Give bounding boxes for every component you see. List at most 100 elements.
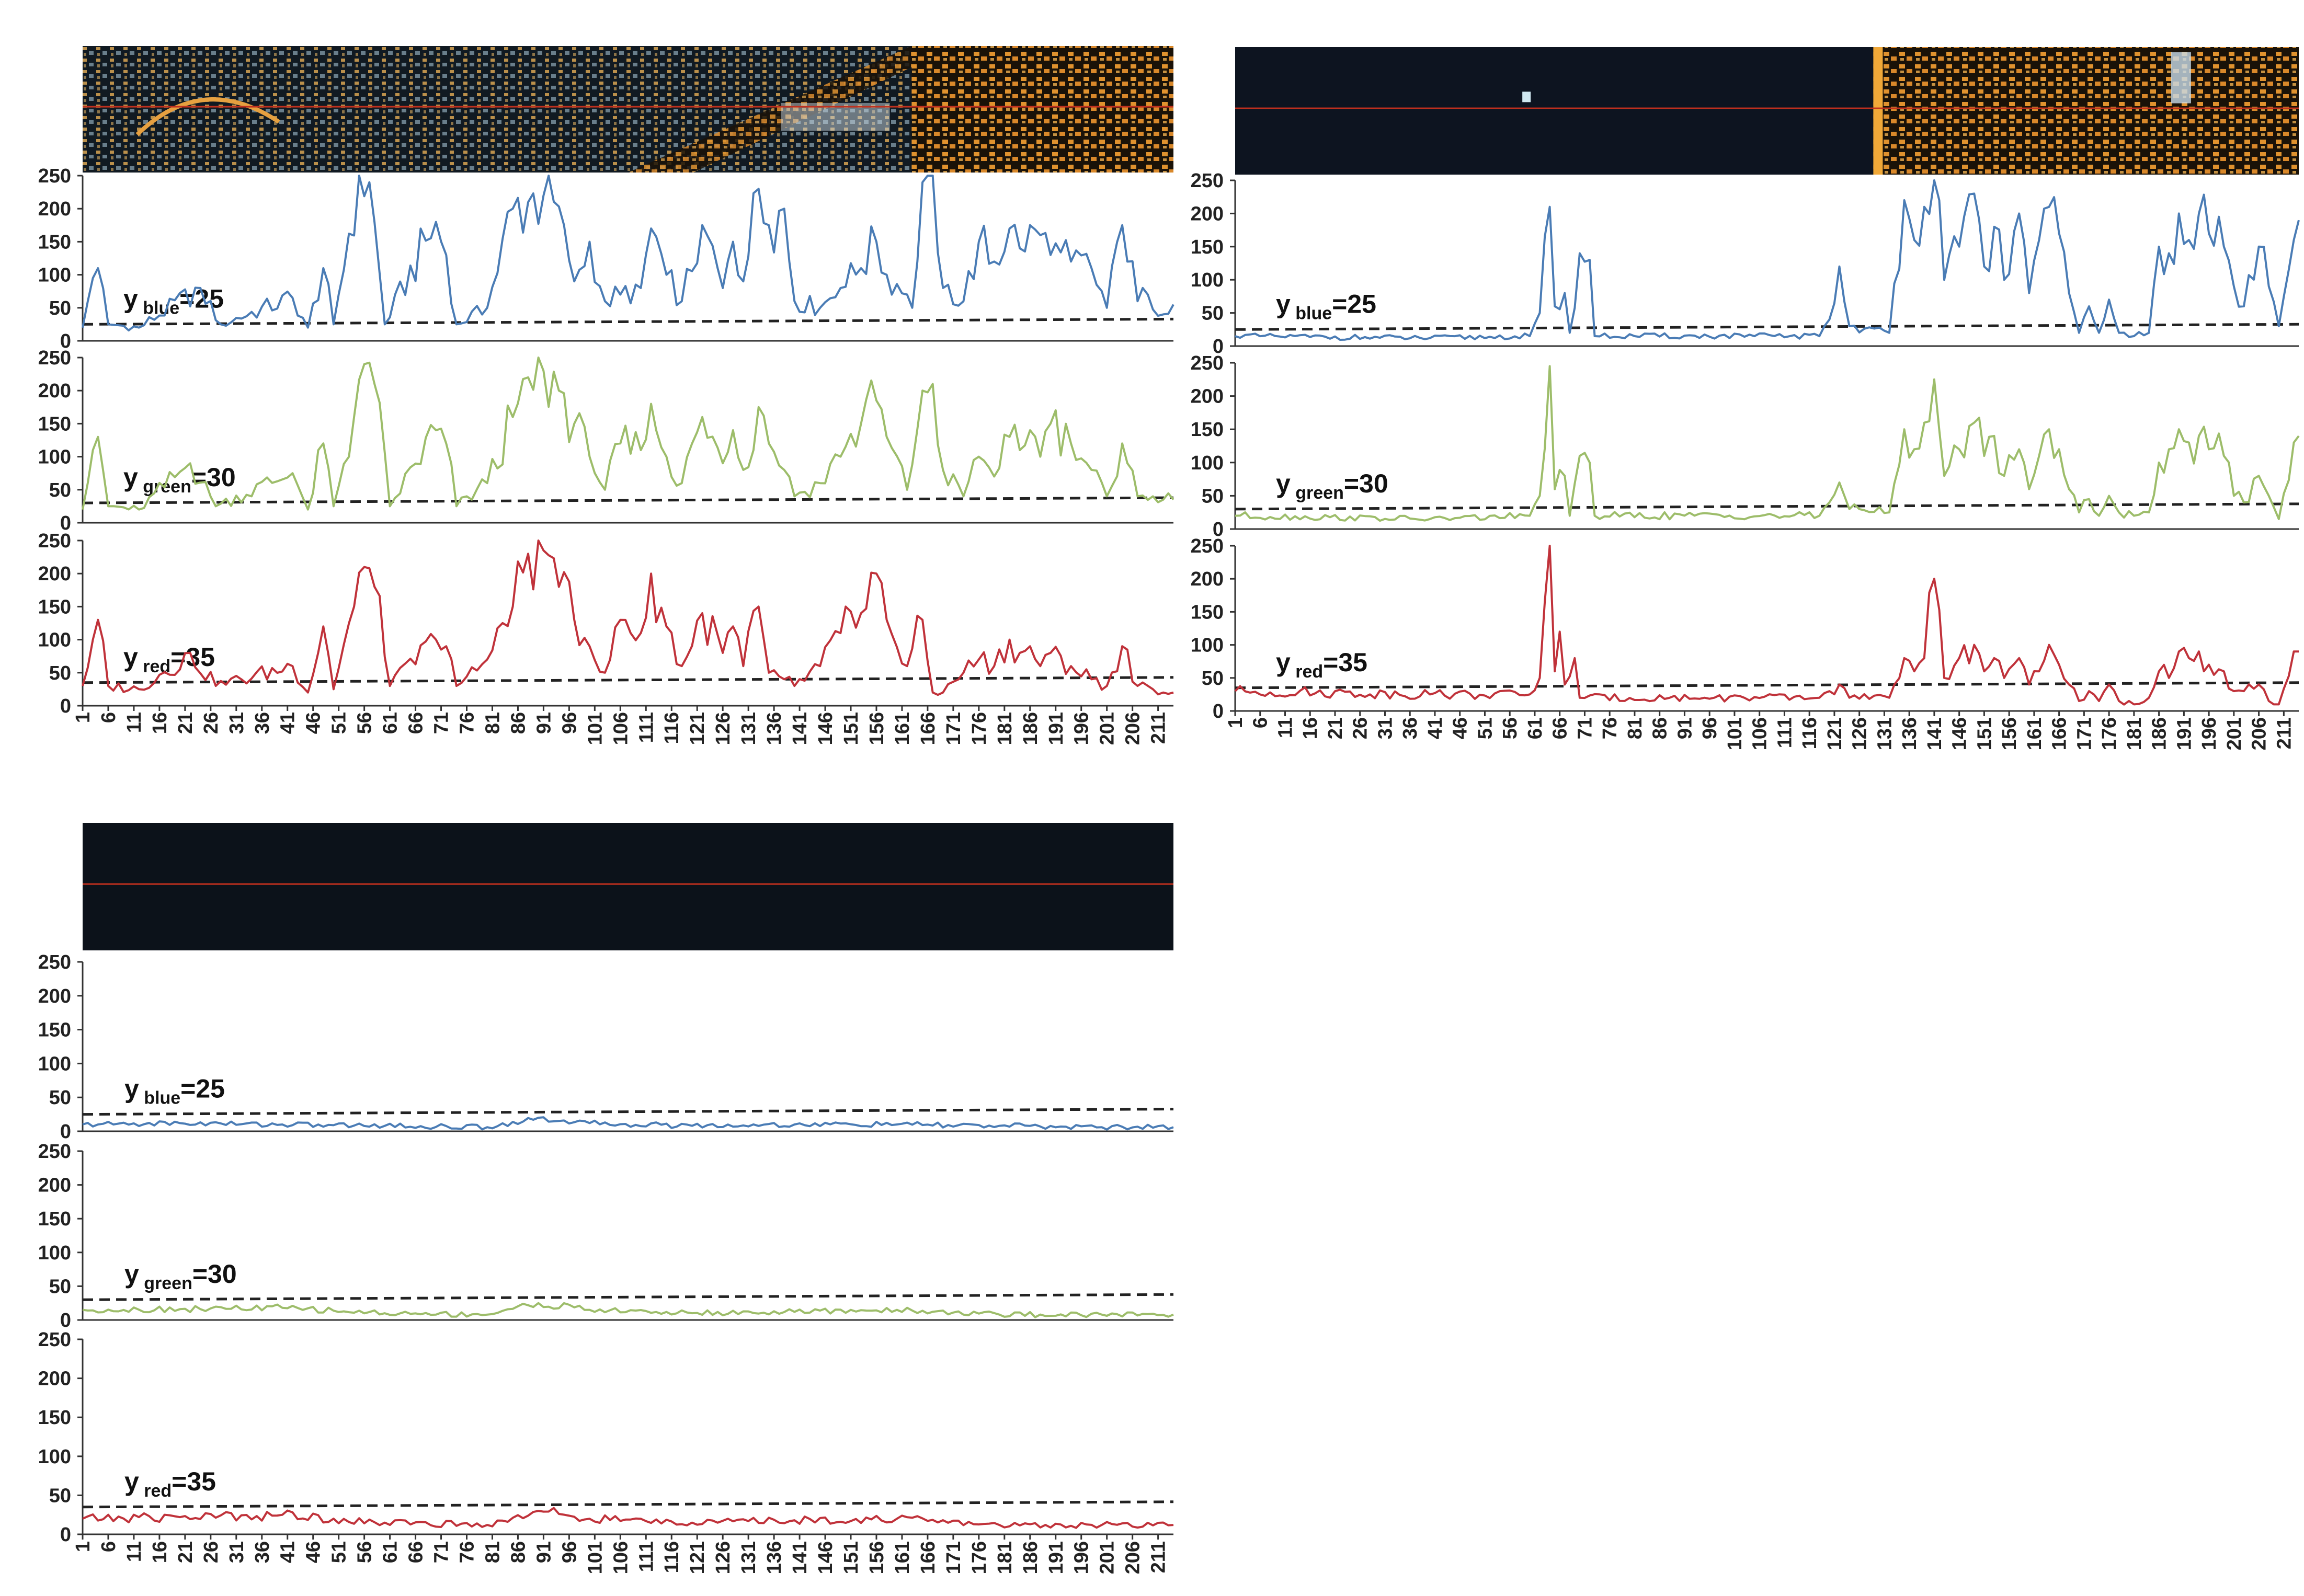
- x-tick-label: 66: [405, 712, 427, 734]
- x-tick-label: 136: [763, 1541, 785, 1574]
- x-tick-label: 1: [72, 712, 94, 723]
- x-tick-label: 76: [457, 1541, 478, 1563]
- x-tick-label: 156: [1999, 717, 2021, 750]
- x-tick-label: 156: [866, 712, 888, 745]
- x-tick-label: 171: [2073, 717, 2095, 750]
- series-line-green: [82, 1302, 1174, 1318]
- x-tick-label: 56: [354, 712, 376, 734]
- x-tick-label: 81: [482, 712, 504, 734]
- y-tick-label: 100: [38, 1242, 71, 1264]
- y-tick-label: 0: [60, 330, 71, 352]
- x-tick-label: 146: [815, 1541, 837, 1574]
- x-tick-label: 71: [1574, 717, 1596, 739]
- y-tick-label: 50: [49, 662, 71, 684]
- x-tick-label: 11: [1274, 717, 1296, 738]
- x-tick-label: 126: [712, 712, 734, 745]
- x-tick-label: 146: [815, 712, 837, 745]
- y-tick-label: 100: [1191, 452, 1224, 474]
- y-tick-label: 50: [49, 479, 71, 501]
- x-tick-label: 66: [405, 1541, 427, 1563]
- x-tick-label: 46: [303, 1541, 325, 1563]
- x-tick-label: 21: [175, 712, 197, 734]
- x-tick-label: 206: [2249, 717, 2271, 750]
- x-tick-label: 96: [1699, 717, 1721, 739]
- series-line-green: [82, 357, 1174, 511]
- x-tick-label: 161: [892, 1541, 914, 1574]
- series-line-blue: [1235, 179, 2300, 341]
- threshold-line: [1235, 323, 2299, 331]
- y-tick-label: 50: [1202, 485, 1224, 507]
- x-tick-label: 66: [1549, 717, 1571, 739]
- y-tick-label: 250: [38, 1141, 71, 1163]
- x-tick-label: 26: [1350, 717, 1372, 739]
- satellite-image-strip: [83, 823, 1173, 950]
- y-tick-label: 150: [38, 231, 71, 253]
- x-tick-label: 6: [98, 1541, 120, 1552]
- x-tick-label: 56: [1499, 717, 1521, 739]
- x-tick-label: 86: [507, 712, 529, 734]
- x-tick-label: 6: [98, 712, 120, 723]
- x-tick-label: 186: [1020, 712, 1042, 745]
- x-tick-label: 21: [1325, 717, 1347, 739]
- y-tick-label: 50: [1202, 668, 1224, 690]
- x-tick-label: 36: [252, 1541, 273, 1563]
- x-tick-label: 11: [123, 1541, 145, 1562]
- x-tick-label: 116: [1799, 717, 1821, 749]
- x-tick-label: 121: [1824, 717, 1846, 750]
- x-tick-label: 201: [2223, 717, 2245, 750]
- y-tick-label: 50: [49, 1087, 71, 1109]
- y-tick-label: 150: [1191, 419, 1224, 441]
- x-tick-label: 151: [840, 712, 862, 745]
- y-tick-label: 200: [38, 1175, 71, 1197]
- x-tick-label: 26: [200, 712, 222, 734]
- x-tick-label: 176: [968, 712, 990, 745]
- series-line-red: [82, 1507, 1174, 1529]
- x-tick-label: 1: [72, 1541, 94, 1552]
- y-tick-label: 0: [1213, 701, 1224, 722]
- x-tick-label: 131: [1874, 717, 1896, 750]
- y-tick-label: 250: [1191, 170, 1224, 192]
- x-tick-label: 111: [635, 1541, 657, 1572]
- y-tick-label: 150: [38, 413, 71, 435]
- threshold-label: y green=30: [1276, 469, 1388, 503]
- x-tick-label: 21: [175, 1541, 197, 1563]
- x-tick-label: 191: [1045, 1541, 1067, 1574]
- x-tick-label: 211: [1148, 1541, 1170, 1573]
- x-tick-label: 126: [712, 1541, 734, 1574]
- x-tick-label: 146: [1949, 717, 1971, 750]
- series-line-green: [1235, 365, 2300, 522]
- x-tick-label: 126: [1849, 717, 1871, 750]
- x-tick-label: 191: [2173, 717, 2195, 750]
- series-green: 0 50 100 150 200 250 y green=30: [38, 1141, 1174, 1331]
- x-tick-label: 26: [200, 1541, 222, 1563]
- series-line-red: [1234, 545, 2299, 706]
- x-tick-label: 136: [1899, 717, 1921, 750]
- x-tick-label: 61: [1524, 717, 1546, 739]
- x-tick-label: 101: [1724, 717, 1746, 750]
- x-tick-label: 46: [1450, 717, 1472, 739]
- x-tick-label: 81: [482, 1541, 504, 1563]
- x-tick-label: 116: [661, 1541, 683, 1573]
- threshold-line: [82, 496, 1174, 504]
- y-tick-label: 150: [38, 1208, 71, 1230]
- x-tick-label: 191: [1045, 712, 1067, 745]
- threshold-label: y blue=25: [124, 1074, 225, 1108]
- y-tick-label: 0: [60, 1524, 71, 1546]
- x-tick-label: 211: [1148, 712, 1170, 744]
- y-tick-label: 250: [1191, 535, 1224, 557]
- x-tick-label: 181: [2124, 717, 2146, 750]
- y-tick-label: 0: [60, 512, 71, 534]
- threshold-line: [82, 676, 1174, 684]
- x-tick-label: 71: [431, 712, 453, 734]
- x-tick-label: 16: [149, 1541, 171, 1563]
- x-tick-label: 51: [328, 1541, 350, 1563]
- x-tick-label: 141: [1924, 717, 1946, 750]
- y-tick-label: 0: [60, 1121, 71, 1143]
- series-red: 0 50 100 150 200 250 y red=35: [38, 1329, 1174, 1546]
- x-tick-label: 11: [123, 712, 145, 733]
- x-tick-label: 96: [558, 712, 580, 734]
